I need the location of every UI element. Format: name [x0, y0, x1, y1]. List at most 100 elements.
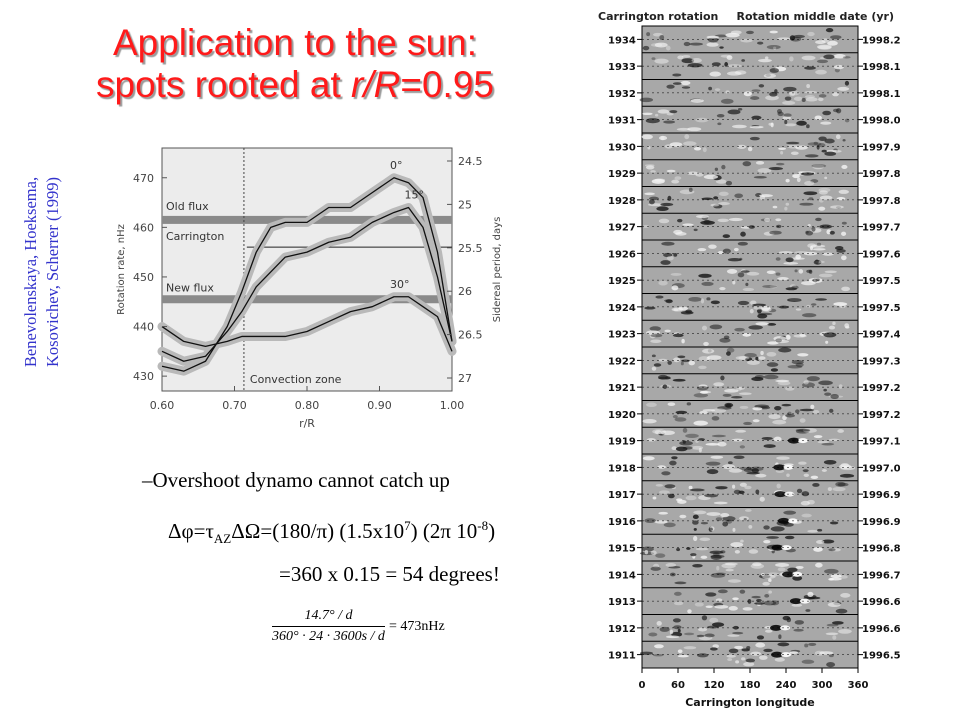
magnetic-feature — [812, 482, 820, 487]
magnetic-feature — [772, 205, 778, 209]
magnetic-feature — [807, 591, 814, 597]
magnetic-feature — [792, 575, 803, 581]
magnetic-feature — [769, 230, 782, 235]
eq3-numerator: 14.7° / d — [272, 608, 385, 627]
magnetic-feature — [806, 304, 811, 308]
magnetic-feature — [704, 633, 715, 638]
magnetic-feature — [705, 443, 720, 446]
rotation-strip — [639, 642, 836, 668]
magnetic-feature — [844, 323, 850, 328]
magnetic-feature — [708, 244, 717, 249]
magnetic-feature — [697, 247, 707, 252]
rotation-number: 1923 — [608, 330, 636, 341]
magnetic-feature — [760, 350, 764, 356]
magnetic-feature — [837, 86, 850, 91]
rotation-date: 1996.98 — [862, 490, 900, 501]
magnetic-feature — [696, 386, 709, 391]
y2-tick-label: 26 — [458, 285, 472, 298]
magnetic-feature — [754, 602, 765, 605]
magnetic-feature — [735, 429, 747, 433]
magnetic-feature — [700, 390, 712, 394]
magnetic-feature — [734, 549, 740, 554]
y-tick-label: 460 — [133, 221, 154, 234]
rotation-date: 1997.35 — [862, 356, 900, 367]
magnetic-feature — [810, 246, 814, 251]
magnetic-feature — [818, 198, 824, 203]
title-line-2-variable: r/R — [351, 64, 401, 105]
magnetic-feature — [825, 28, 834, 33]
magnetic-feature — [751, 115, 762, 120]
magnetic-feature — [734, 327, 745, 332]
magnetic-feature — [645, 165, 655, 170]
magnetic-feature — [661, 471, 671, 476]
magnetic-feature — [758, 356, 766, 360]
magnetic-feature — [778, 634, 782, 640]
magnetic-feature — [671, 456, 678, 460]
magnetic-feature — [817, 440, 830, 444]
magnetic-feature — [710, 455, 724, 459]
magnetic-feature — [757, 168, 772, 174]
rotation-strip — [651, 347, 809, 372]
magnetic-feature — [743, 468, 754, 473]
magnetic-feature — [833, 64, 844, 70]
title-line-2: spots rooted at r/R=0.95 — [40, 64, 550, 106]
magnetic-feature — [802, 469, 809, 473]
magnetic-feature — [777, 277, 789, 281]
magnetic-feature — [822, 110, 832, 116]
rotation-number: 1934 — [608, 35, 636, 46]
magnetic-feature — [789, 91, 800, 96]
magnetic-feature — [659, 34, 665, 41]
magnetic-feature — [714, 88, 721, 92]
series-label: 15° — [405, 189, 425, 202]
magnetic-feature — [658, 490, 670, 495]
magnetic-feature — [807, 529, 819, 533]
magnetic-feature — [810, 244, 826, 248]
rotation-strip — [641, 134, 846, 158]
y2-tick-label: 25 — [458, 198, 472, 211]
magnetic-feature — [651, 354, 656, 358]
magnetic-feature — [670, 272, 682, 276]
magnetic-feature — [808, 642, 817, 647]
magnetic-feature — [749, 309, 754, 314]
magnetic-feature — [837, 482, 849, 487]
magnetic-feature — [775, 338, 782, 343]
magnetic-feature — [838, 189, 849, 194]
rotation-number: 1911 — [608, 651, 636, 662]
magnetic-feature — [829, 230, 835, 235]
magnetic-feature — [717, 122, 722, 126]
magnetic-feature — [643, 224, 650, 229]
magnetic-feature — [642, 418, 657, 424]
magnetic-feature — [692, 514, 699, 519]
rotation-strip — [642, 28, 842, 51]
magnetic-feature — [759, 195, 766, 200]
magnetic-feature — [653, 363, 662, 367]
magnetic-feature — [677, 499, 687, 504]
magnetic-feature — [763, 525, 770, 530]
magnetic-feature — [658, 135, 668, 141]
magnetic-feature — [796, 120, 807, 126]
magnetic-feature — [791, 603, 803, 607]
rotation-date: 1996.61 — [862, 624, 900, 635]
magnetic-feature — [759, 655, 768, 660]
magnetic-feature — [727, 579, 742, 583]
magnetic-feature — [777, 642, 790, 647]
magnetic-feature — [764, 625, 772, 629]
rotation-number: 1927 — [608, 223, 636, 234]
magnetic-feature — [770, 368, 779, 372]
magnetic-feature — [828, 325, 836, 330]
magnetic-feature — [713, 551, 720, 557]
magnetic-feature — [812, 164, 825, 170]
magnetic-feature — [742, 287, 755, 292]
magnetic-feature — [700, 521, 709, 525]
magnetic-feature — [777, 37, 792, 41]
citation-line-1: Benevolenskaya, Hoeksema, — [21, 176, 40, 368]
magnetic-feature — [710, 554, 725, 559]
magnetic-feature — [782, 100, 796, 105]
rotation-number: 1928 — [608, 196, 636, 207]
rotation-date: 1998.25 — [862, 35, 900, 46]
magnetic-feature — [652, 32, 663, 37]
magnetic-feature — [785, 257, 794, 263]
magnetic-feature — [797, 353, 809, 357]
magnetic-feature — [799, 202, 814, 206]
magnetic-feature — [674, 591, 682, 596]
